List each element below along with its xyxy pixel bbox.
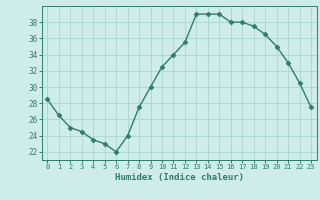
X-axis label: Humidex (Indice chaleur): Humidex (Indice chaleur)	[115, 173, 244, 182]
